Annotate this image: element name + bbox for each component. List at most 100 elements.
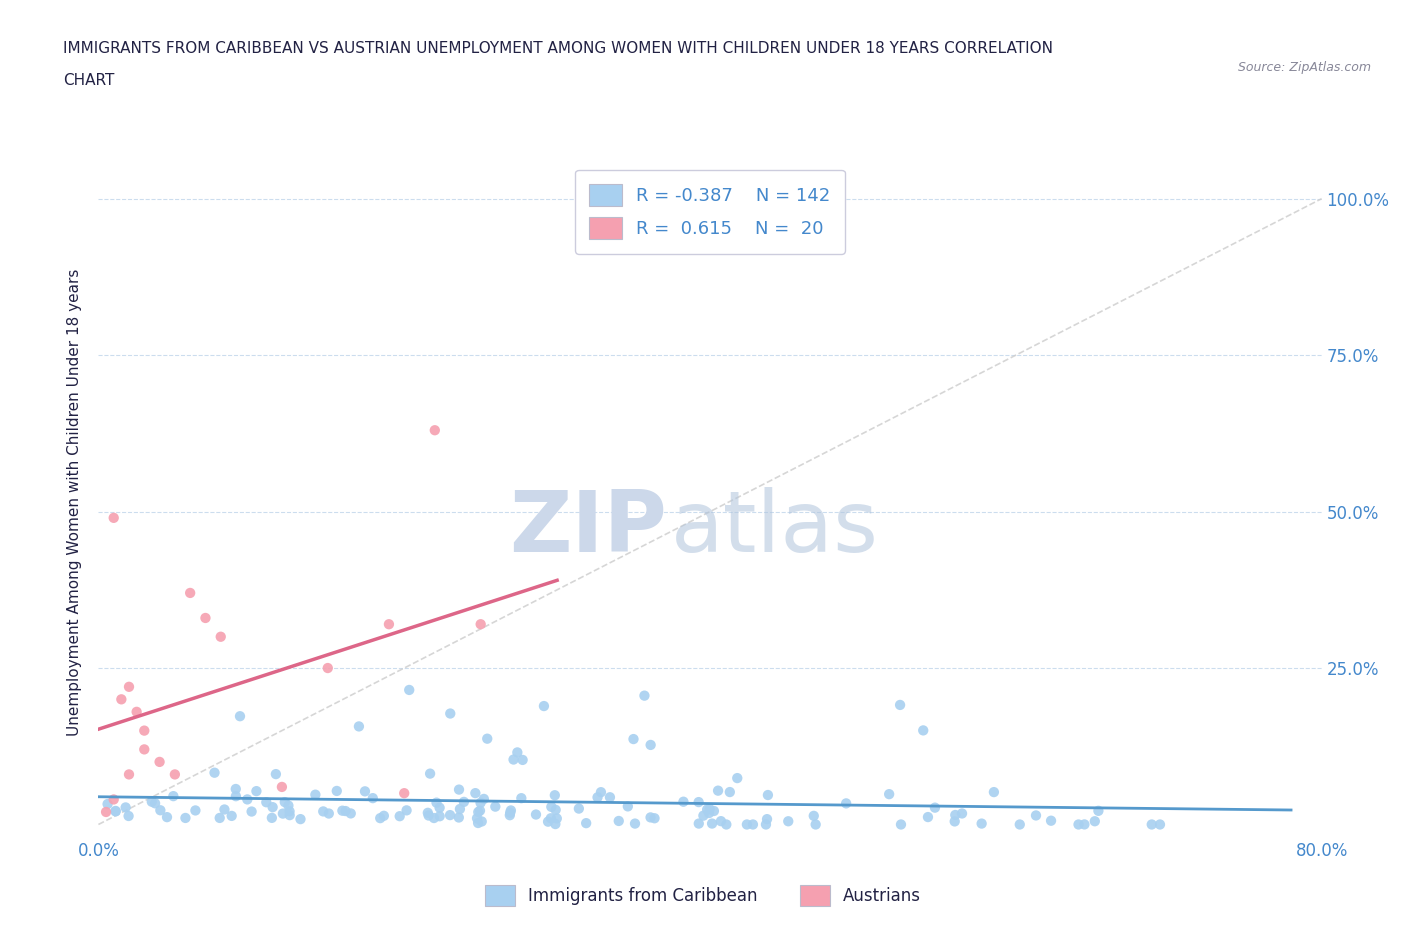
Point	[447, 782, 470, 797]
Point	[725, 771, 748, 786]
Point	[125, 704, 148, 719]
Point	[540, 800, 562, 815]
Point	[236, 792, 259, 807]
Point	[804, 817, 827, 832]
Point	[429, 801, 451, 816]
Point	[143, 796, 166, 811]
Point	[468, 804, 491, 818]
Point	[156, 810, 179, 825]
Point	[537, 815, 560, 830]
Point	[943, 807, 966, 822]
Point	[742, 817, 765, 832]
Point	[607, 814, 630, 829]
Text: ZIP: ZIP	[509, 487, 668, 570]
Point	[270, 779, 292, 794]
Point	[716, 817, 738, 832]
Point	[1149, 817, 1171, 832]
Point	[388, 809, 411, 824]
Point	[1008, 817, 1031, 832]
Point	[889, 698, 911, 712]
Point	[240, 804, 263, 819]
Point	[756, 788, 779, 803]
Point	[149, 754, 172, 769]
Point	[339, 806, 361, 821]
Point	[110, 692, 132, 707]
Point	[104, 804, 127, 818]
Point	[449, 802, 471, 817]
Point	[318, 806, 340, 821]
Point	[163, 767, 186, 782]
Legend: R = -0.387    N = 142, R =  0.615    N =  20: R = -0.387 N = 142, R = 0.615 N = 20	[575, 170, 845, 254]
Point	[696, 802, 718, 817]
Point	[1073, 817, 1095, 831]
Point	[439, 706, 461, 721]
Point	[1067, 817, 1090, 832]
Point	[316, 660, 339, 675]
Point	[499, 808, 522, 823]
Point	[209, 630, 232, 644]
Point	[617, 799, 640, 814]
Point	[274, 794, 297, 809]
Point	[917, 810, 939, 825]
Point	[644, 811, 666, 826]
Point	[361, 790, 384, 805]
Point	[184, 803, 207, 817]
Point	[229, 709, 252, 724]
Point	[510, 790, 533, 805]
Point	[703, 804, 725, 818]
Point	[710, 814, 733, 829]
Point	[1087, 804, 1109, 818]
Point	[117, 808, 139, 823]
Point	[778, 814, 800, 829]
Point	[429, 809, 451, 824]
Point	[134, 724, 156, 738]
Point	[465, 811, 488, 826]
Point	[149, 803, 172, 817]
Point	[418, 808, 440, 823]
Point	[368, 811, 391, 826]
Point	[623, 732, 645, 747]
Point	[484, 799, 506, 814]
Point	[114, 800, 136, 815]
Point	[141, 794, 163, 809]
Point	[245, 784, 267, 799]
Text: atlas: atlas	[671, 487, 879, 570]
Point	[970, 817, 993, 831]
Point	[304, 787, 326, 802]
Point	[373, 808, 395, 823]
Point	[707, 783, 730, 798]
Text: IMMIGRANTS FROM CARIBBEAN VS AUSTRIAN UNEMPLOYMENT AMONG WOMEN WITH CHILDREN UND: IMMIGRANTS FROM CARIBBEAN VS AUSTRIAN UN…	[63, 41, 1053, 56]
Point	[134, 742, 156, 757]
Y-axis label: Unemployment Among Women with Children Under 18 years: Unemployment Among Women with Children U…	[67, 269, 83, 736]
Point	[700, 817, 723, 831]
Point	[419, 766, 441, 781]
Point	[398, 683, 420, 698]
Point	[589, 785, 612, 800]
Point	[103, 511, 125, 525]
Legend: Immigrants from Caribbean, Austrians: Immigrants from Caribbean, Austrians	[478, 879, 928, 912]
Point	[803, 808, 825, 823]
Point	[1140, 817, 1163, 832]
Point	[640, 737, 662, 752]
Point	[208, 811, 231, 826]
Point	[97, 797, 120, 812]
Point	[499, 803, 522, 817]
Point	[104, 804, 127, 818]
Point	[204, 765, 226, 780]
Point	[640, 810, 662, 825]
Point	[524, 807, 547, 822]
Point	[194, 610, 217, 625]
Point	[544, 803, 567, 817]
Point	[470, 795, 492, 810]
Point	[912, 723, 935, 737]
Point	[214, 802, 236, 817]
Point	[477, 731, 499, 746]
Point	[471, 814, 494, 829]
Point	[544, 788, 567, 803]
Point	[506, 745, 529, 760]
Point	[392, 786, 416, 801]
Point	[699, 802, 721, 817]
Point	[395, 803, 418, 817]
Point	[354, 784, 377, 799]
Point	[467, 804, 489, 819]
